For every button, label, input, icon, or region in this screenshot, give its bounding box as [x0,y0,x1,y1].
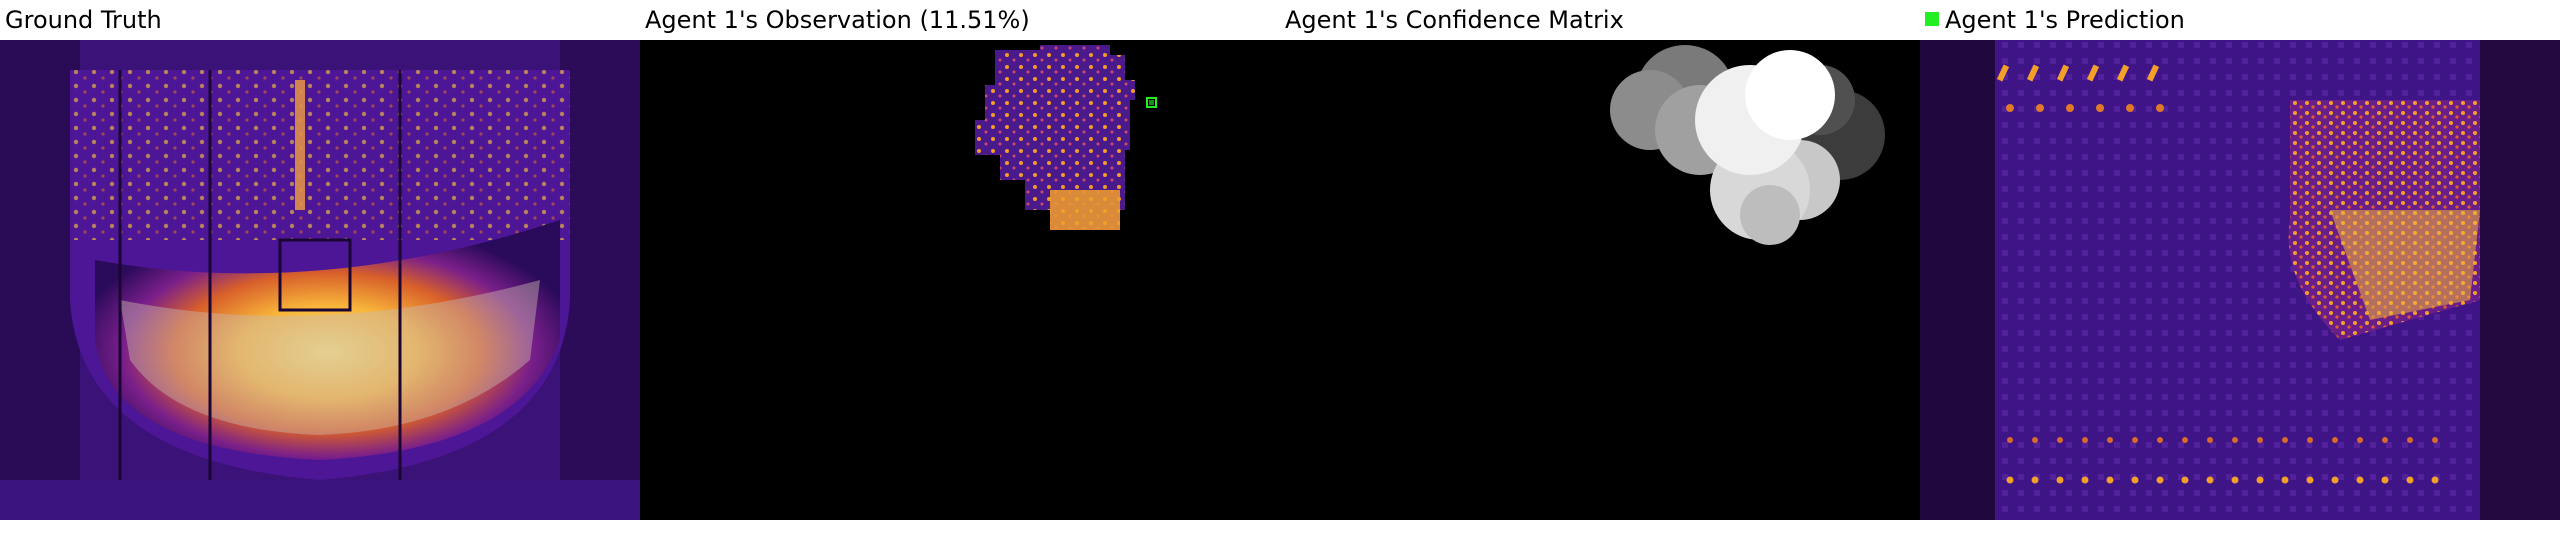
agent-marker [1146,97,1157,108]
observation-title: Agent 1's Observation (11.51%) [645,6,1030,34]
ground-truth-image [0,40,640,520]
confidence-image [1280,40,1920,520]
legend-swatch-icon [1925,12,1939,26]
prediction-image [1920,40,2560,520]
ground-truth-panel: Ground Truth [0,0,640,520]
confidence-panel: Agent 1's Confidence Matrix [1280,0,1920,520]
confidence-title: Agent 1's Confidence Matrix [1285,6,1624,34]
ground-truth-title: Ground Truth [5,6,162,34]
observation-panel: Agent 1's Observation (11.51%) [640,0,1280,520]
prediction-panel: Agent 1's Prediction [1920,0,2560,520]
prediction-title: Agent 1's Prediction [1925,3,2185,37]
observation-image [640,40,1280,520]
prediction-title-text: Agent 1's Prediction [1945,6,2185,34]
